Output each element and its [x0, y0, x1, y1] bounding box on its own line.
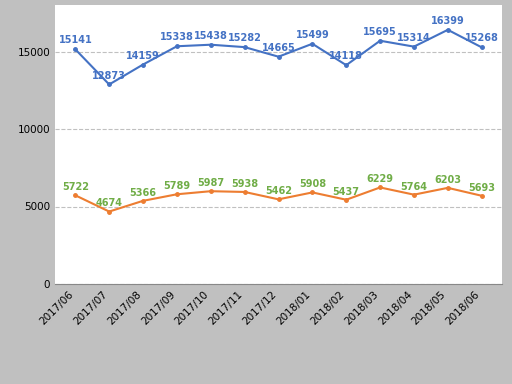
Text: 16399: 16399 — [431, 16, 465, 26]
Text: 12873: 12873 — [92, 71, 126, 81]
Text: 5437: 5437 — [333, 187, 360, 197]
Text: 14665: 14665 — [262, 43, 295, 53]
Text: 5938: 5938 — [231, 179, 258, 189]
Text: 6229: 6229 — [367, 174, 394, 184]
Text: 5462: 5462 — [265, 186, 292, 196]
Text: 5987: 5987 — [197, 178, 224, 188]
Text: 15141: 15141 — [58, 35, 92, 45]
Text: 15499: 15499 — [295, 30, 329, 40]
Text: 15438: 15438 — [194, 31, 228, 41]
Text: 15695: 15695 — [363, 27, 397, 37]
Text: 5693: 5693 — [468, 183, 495, 193]
Text: 5366: 5366 — [130, 188, 157, 198]
Text: 5764: 5764 — [400, 182, 428, 192]
Text: 15338: 15338 — [160, 32, 194, 42]
Text: 4674: 4674 — [96, 199, 123, 209]
Text: 5722: 5722 — [62, 182, 89, 192]
Text: 6203: 6203 — [434, 175, 461, 185]
Text: 15314: 15314 — [397, 33, 431, 43]
Text: 5789: 5789 — [163, 181, 190, 191]
Text: 5908: 5908 — [299, 179, 326, 189]
Text: 15282: 15282 — [228, 33, 262, 43]
Text: 14159: 14159 — [126, 51, 160, 61]
Text: 14118: 14118 — [329, 51, 363, 61]
Text: 15268: 15268 — [465, 33, 499, 43]
